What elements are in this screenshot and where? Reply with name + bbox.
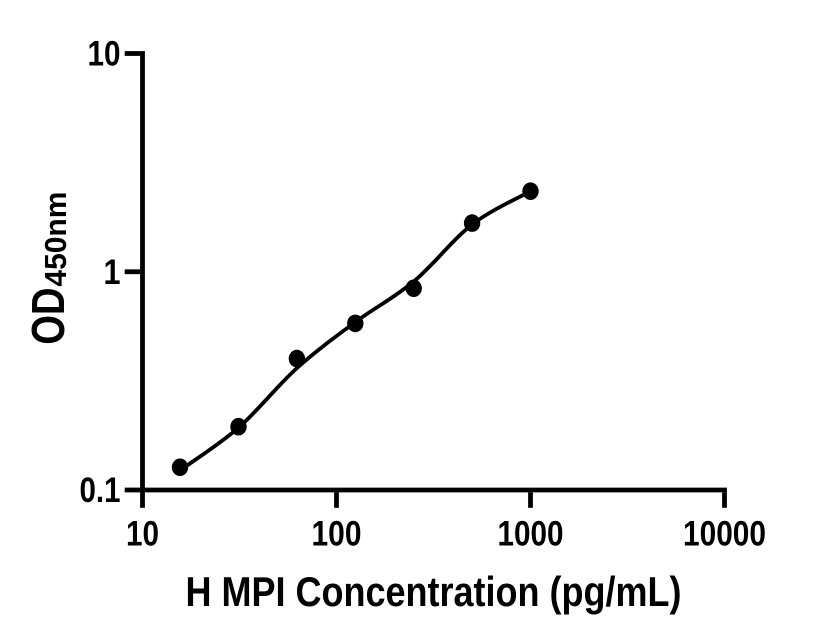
y-tick-label-0.1: 0.1 <box>80 471 121 510</box>
data-point <box>522 182 539 200</box>
y-tick-label-1: 1 <box>104 253 121 292</box>
tick-labels-group: 10 100 1000 10000 0.1 1 10 <box>80 35 767 554</box>
data-point <box>288 349 306 368</box>
x-axis-title: H MPI Concentration (pg/mL) <box>186 568 682 615</box>
y-axis-title: OD 450nm <box>22 192 74 345</box>
data-point <box>463 214 481 232</box>
x-tick-label-1000: 1000 <box>498 515 564 554</box>
data-point <box>405 279 422 298</box>
y-axis-title-main: OD <box>22 288 74 345</box>
axis-ticks <box>124 51 727 508</box>
data-point <box>347 314 364 333</box>
x-tick-label-10000: 10000 <box>683 515 766 554</box>
x-tick-label-100: 100 <box>312 515 362 554</box>
data-points-group <box>171 182 539 477</box>
data-point <box>171 458 189 477</box>
data-point <box>230 417 247 436</box>
y-axis-title-subscript: 450nm <box>38 192 73 287</box>
x-tick-label-10: 10 <box>126 515 159 554</box>
y-tick-label-10: 10 <box>88 35 121 74</box>
